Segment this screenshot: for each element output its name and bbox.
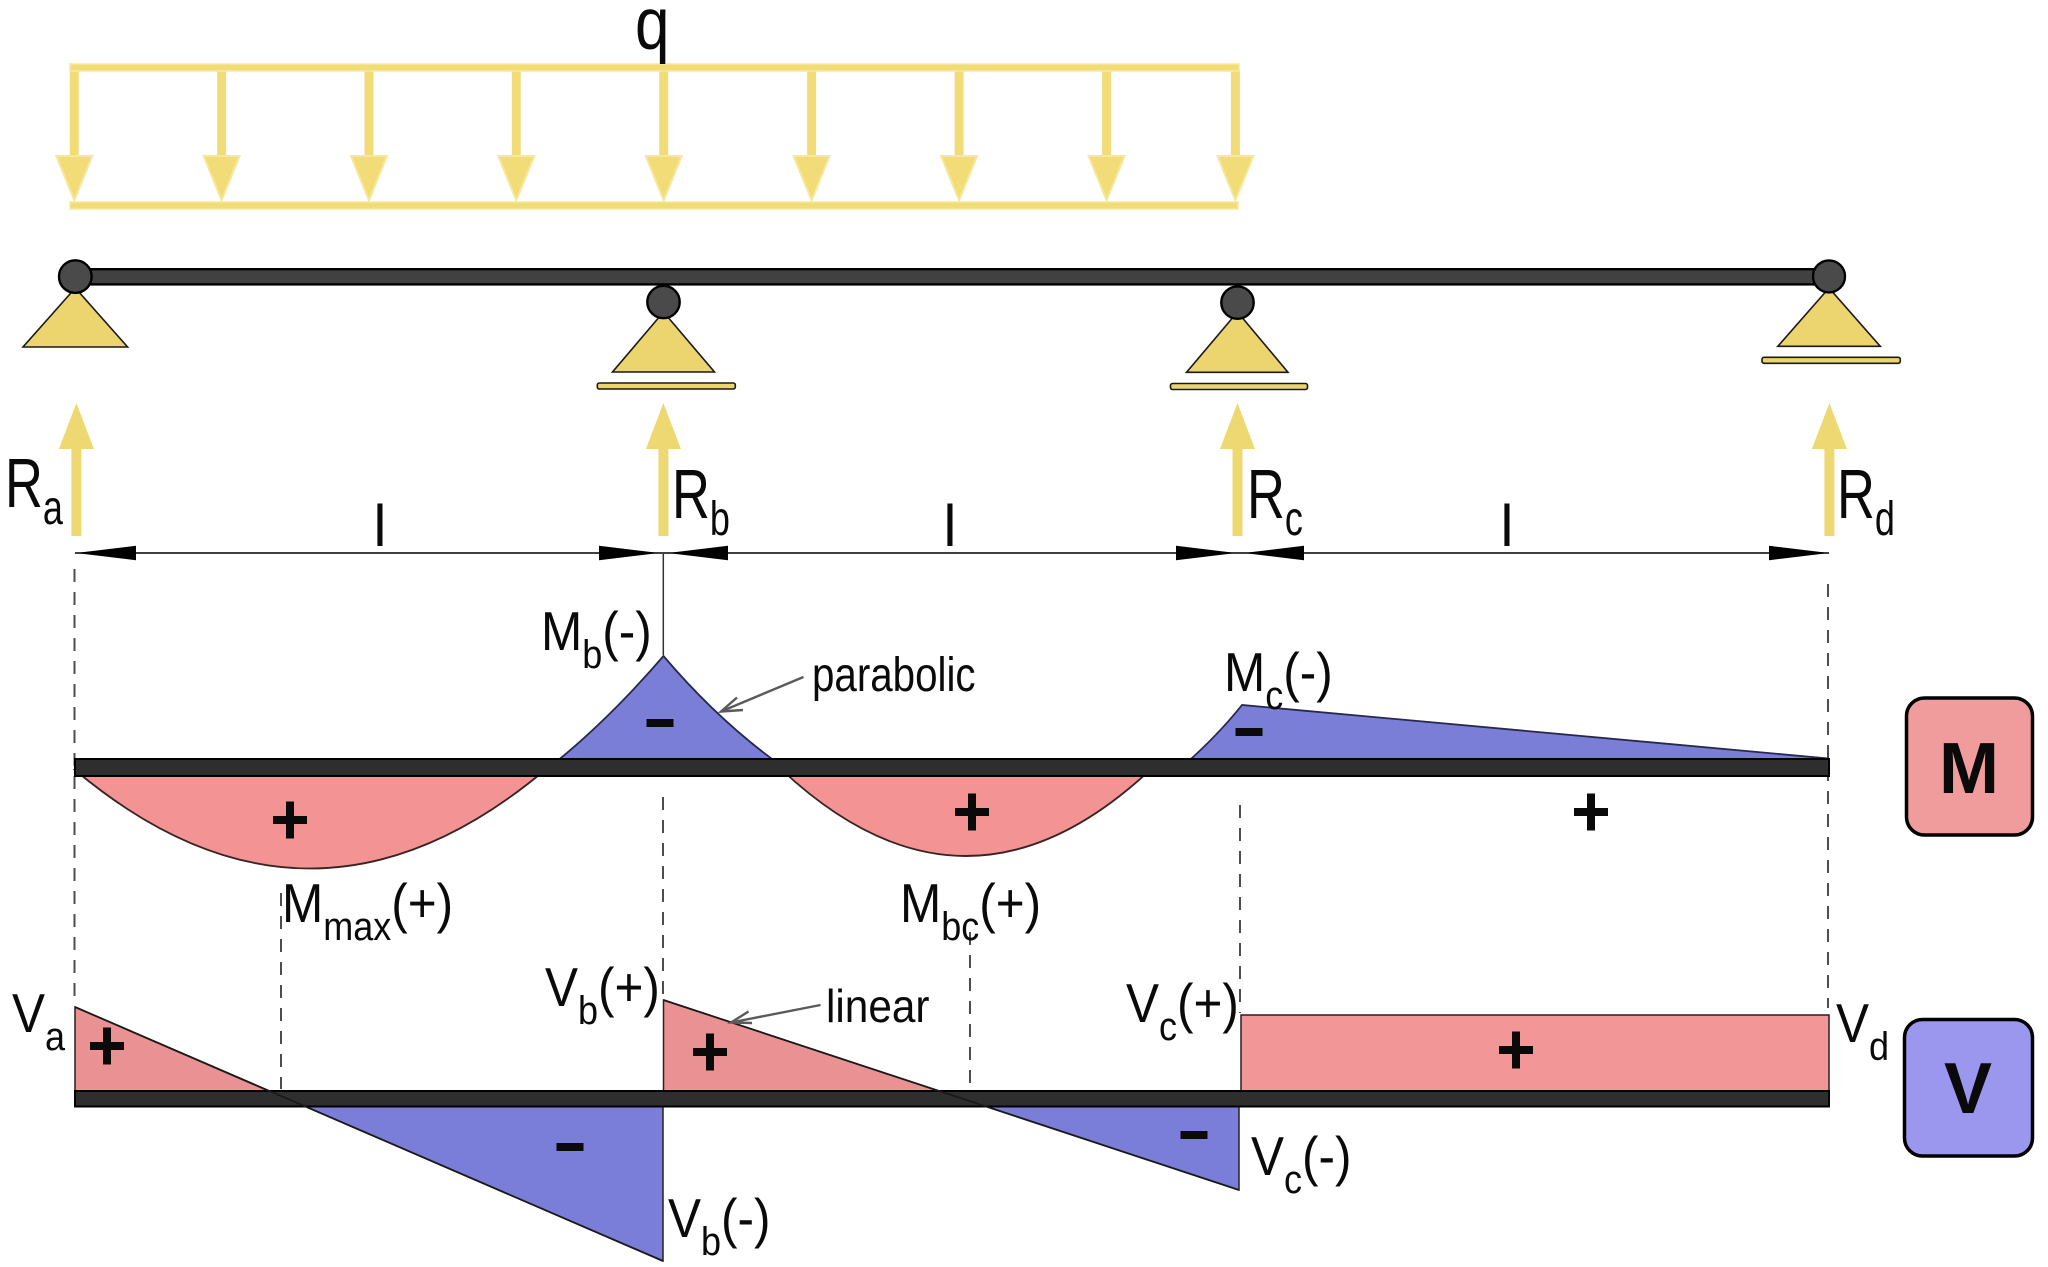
svg-text:linear: linear: [826, 981, 929, 1032]
svg-text:Rb: Rb: [672, 456, 730, 545]
svg-text:l: l: [944, 494, 957, 559]
svg-text:q: q: [635, 0, 670, 65]
svg-text:M: M: [1939, 729, 1999, 809]
svg-text:l: l: [374, 494, 387, 559]
svg-text:V: V: [1944, 1049, 1992, 1129]
svg-text:parabolic: parabolic: [812, 649, 976, 702]
svg-text:l: l: [1501, 494, 1514, 559]
svg-text:Mb(-): Mb(-): [541, 602, 652, 678]
